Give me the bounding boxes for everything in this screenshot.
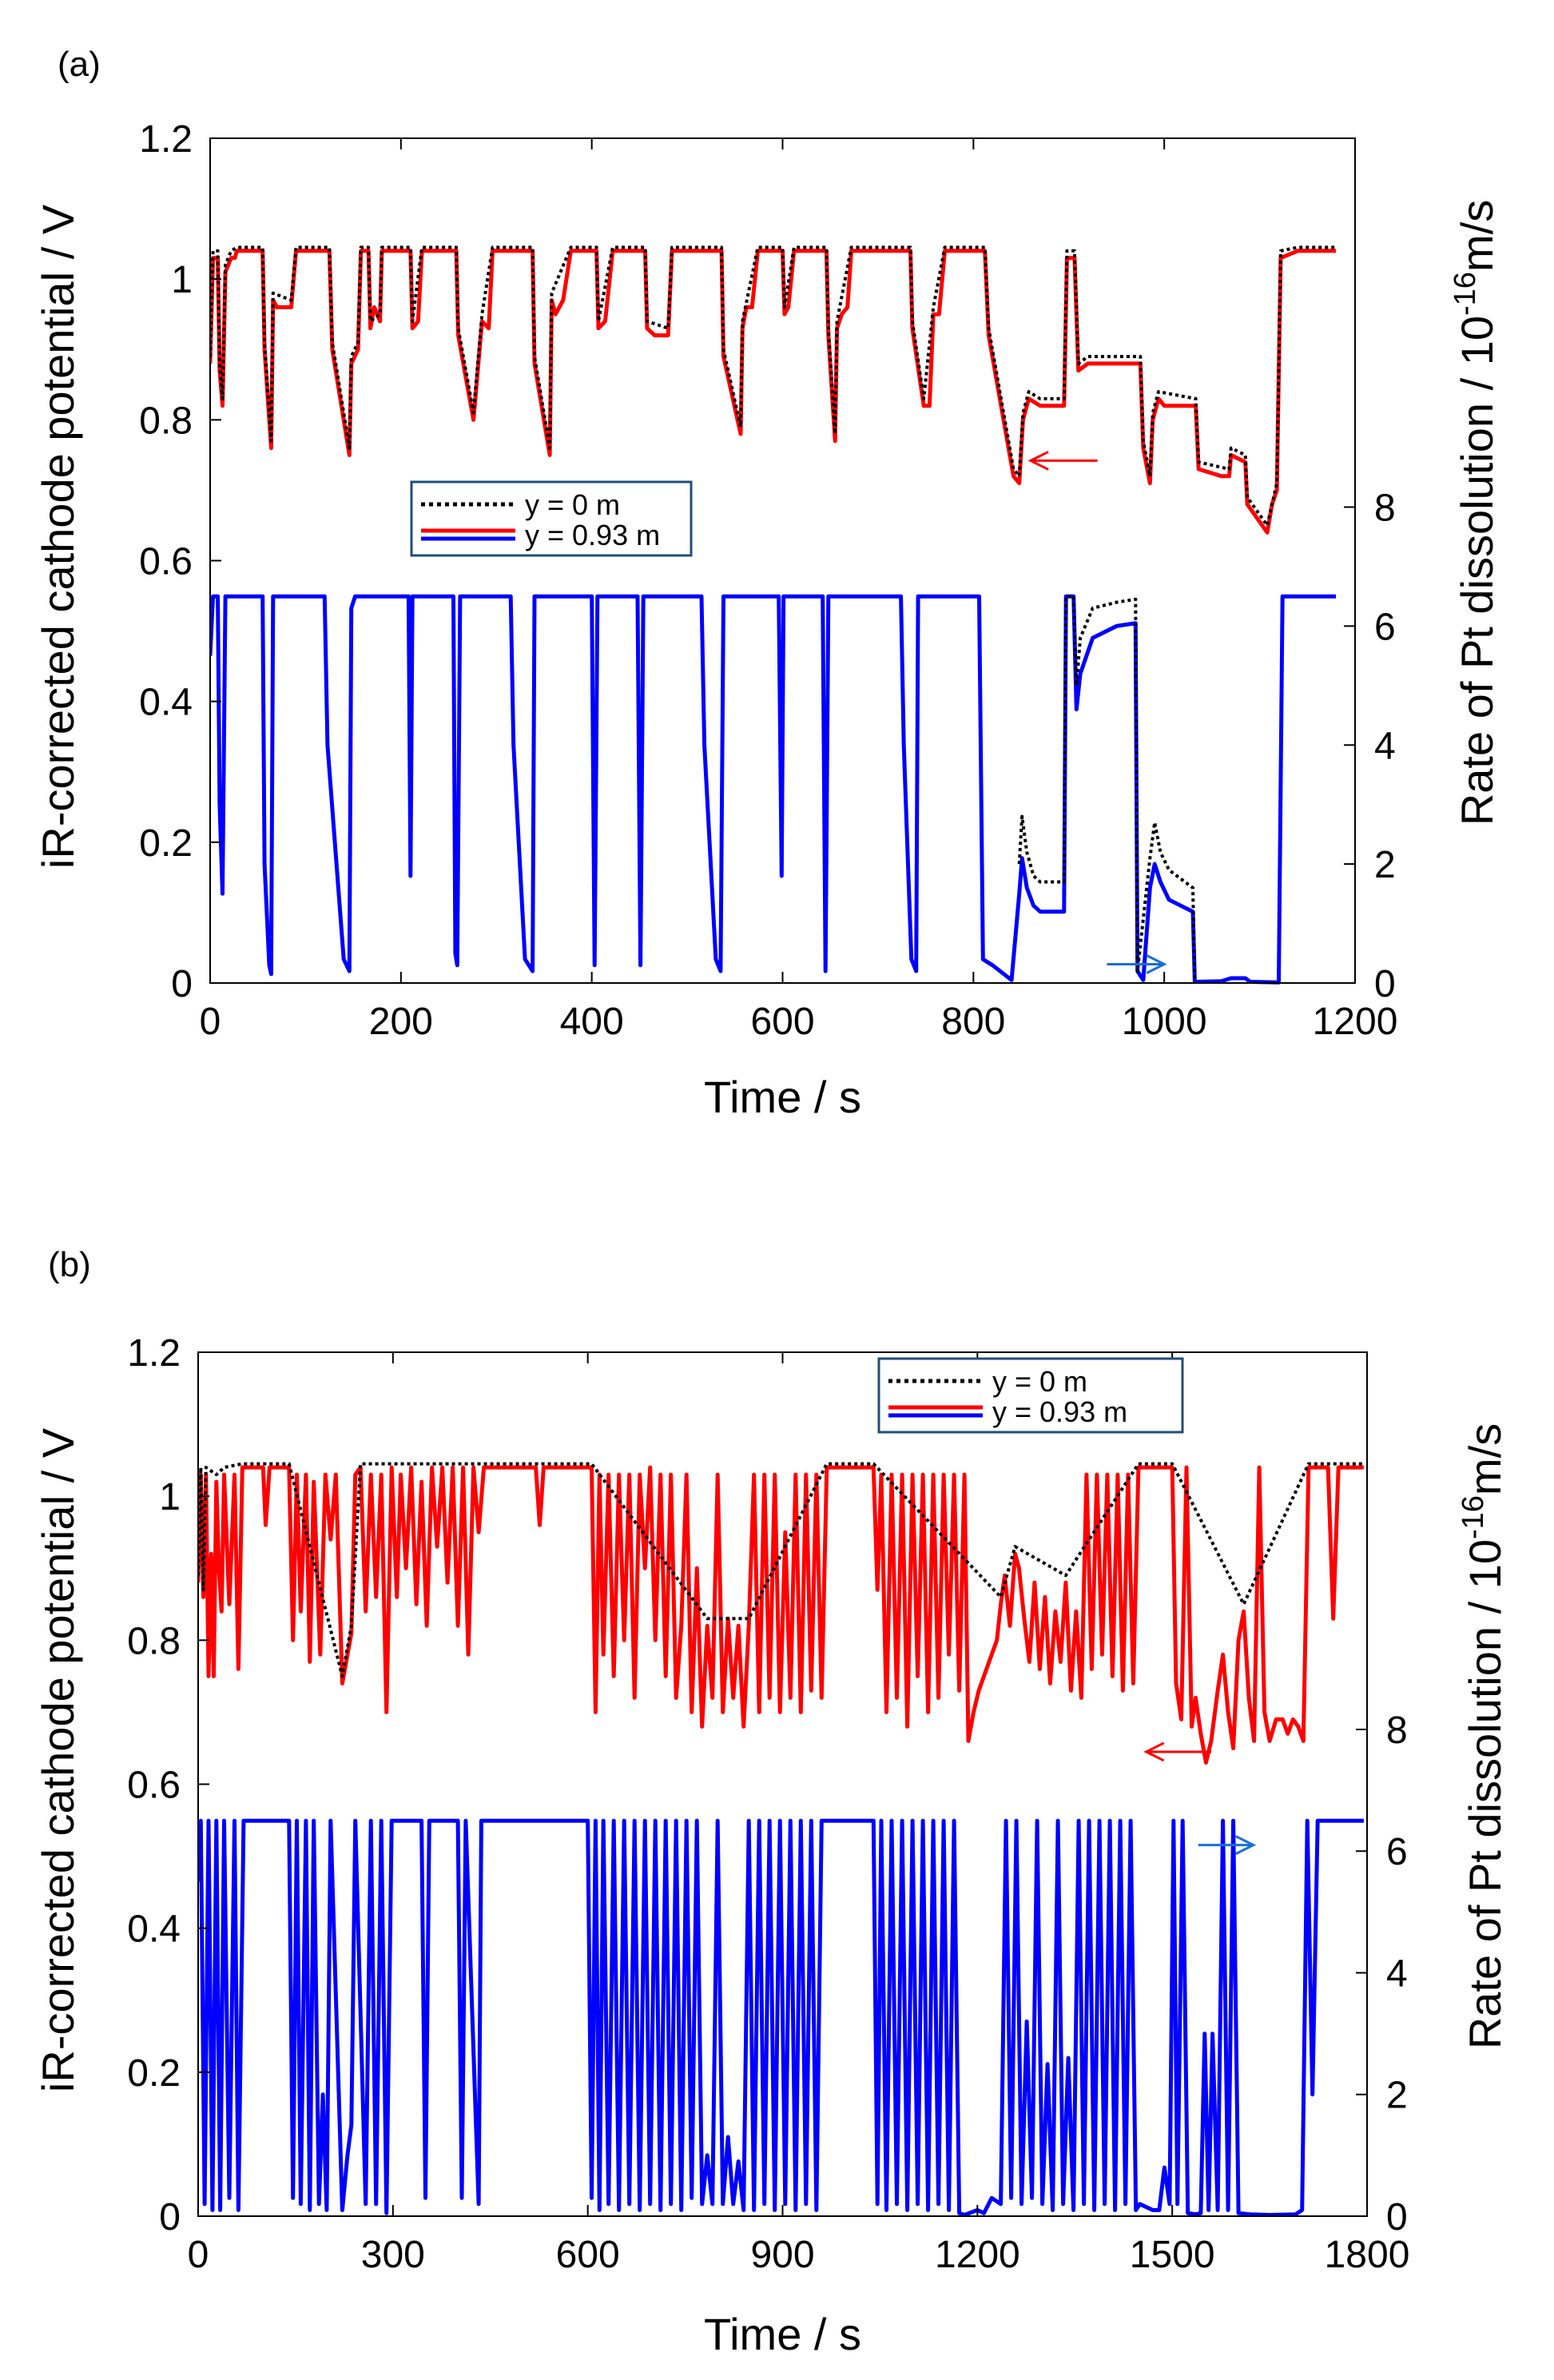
y2-tick-label: 6: [1374, 606, 1396, 648]
y-tick-label: 0.2: [127, 2052, 181, 2095]
y-tick-label: 0.2: [139, 822, 193, 865]
annotation-arrowhead: [1235, 1835, 1257, 1855]
y2-tick-label: 2: [1374, 844, 1396, 886]
x-axis-label: Time / s: [704, 2309, 861, 2359]
x-tick-label: 300: [361, 2234, 425, 2276]
x-axis-label: Time / s: [704, 1072, 861, 1122]
x-tick-label: 1000: [1122, 1001, 1207, 1043]
series-line: [198, 1465, 1364, 1765]
y-tick-label: 0.6: [139, 541, 193, 583]
x-tick-label: 600: [556, 2234, 620, 2276]
x-tick-label: 600: [750, 1001, 814, 1043]
panel-label-a: (a): [58, 45, 101, 84]
x-tick-label: 0: [200, 1001, 221, 1043]
annotation-arrowhead: [1143, 1741, 1165, 1762]
legend-label: y = 0 m: [992, 1365, 1087, 1398]
y-tick-label: 0: [171, 963, 193, 1005]
y-tick-label: 0: [159, 2196, 181, 2239]
series-line: [1017, 595, 1197, 982]
chart-panel-b: (b)0 300 600 900 1200 1500 180000.20.40.60.811…: [33, 1245, 1510, 2359]
y-tick-label: 0.8: [127, 1620, 181, 1662]
y2-tick-label: 0: [1374, 963, 1396, 1005]
x-tick-label: 200: [369, 1001, 433, 1043]
legend-box: [877, 1357, 1184, 1434]
y-tick-label: 1.2: [127, 1332, 181, 1375]
y-tick-label: 1: [159, 1476, 181, 1518]
series-line: [210, 245, 1337, 527]
y-tick-label: 0.4: [139, 682, 193, 724]
annotation-arrowhead: [1027, 451, 1049, 471]
y-tick-label: 0.8: [139, 400, 193, 442]
y2-tick-label: 4: [1374, 725, 1396, 767]
series-line: [198, 1462, 1364, 1678]
y2-tick-label: 2: [1386, 2075, 1408, 2117]
y2-tick-label: 6: [1386, 1831, 1408, 1873]
x-tick-label: 1200: [1313, 1001, 1398, 1043]
y-axis-label: iR-corrected cathode potential / V: [33, 1427, 83, 2092]
x-tick-label: 1500: [1130, 2234, 1215, 2276]
x-tick-label: 400: [560, 1001, 624, 1043]
y-tick-label: 0.4: [127, 1908, 181, 1951]
legend-label: y = 0.93 m: [992, 1395, 1127, 1428]
y-tick-label: 1.2: [139, 118, 193, 161]
y-tick-label: 0.6: [127, 1765, 181, 1807]
y2-tick-label: 0: [1386, 2196, 1408, 2239]
x-tick-label: 0: [188, 2234, 209, 2276]
y-tick-label: 1: [171, 259, 193, 301]
legend-label: y = 0 m: [525, 488, 620, 521]
y2-tick-label: 4: [1386, 1952, 1408, 1995]
y2-tick-label: 8: [1374, 488, 1396, 530]
x-tick-label: 1200: [935, 2234, 1020, 2276]
x-tick-label: 900: [750, 2234, 814, 2276]
x-tick-label: 800: [941, 1001, 1005, 1043]
y2-tick-label: 8: [1386, 1709, 1408, 1752]
legend-box: [410, 480, 693, 557]
series-line: [210, 594, 1337, 985]
annotation-arrowhead: [1146, 954, 1167, 974]
legend-label: y = 0.93 m: [525, 519, 660, 551]
y2-axis-label: Rate of Pt dissolution / 10-16m/s: [1449, 200, 1502, 826]
y-axis-label: iR-corrected cathode potential / V: [33, 204, 83, 869]
series-line: [198, 1818, 1364, 2217]
x-tick-label: 1800: [1325, 2234, 1410, 2276]
panel-label-b: (b): [48, 1245, 91, 1284]
series-line: [210, 249, 1337, 535]
y2-axis-label: Rate of Pt dissolution / 10-16m/s: [1457, 1423, 1510, 2049]
chart-panel-a: (a)0 200 400 600 800 1000 120000.20.40.60.811.…: [33, 45, 1502, 1122]
